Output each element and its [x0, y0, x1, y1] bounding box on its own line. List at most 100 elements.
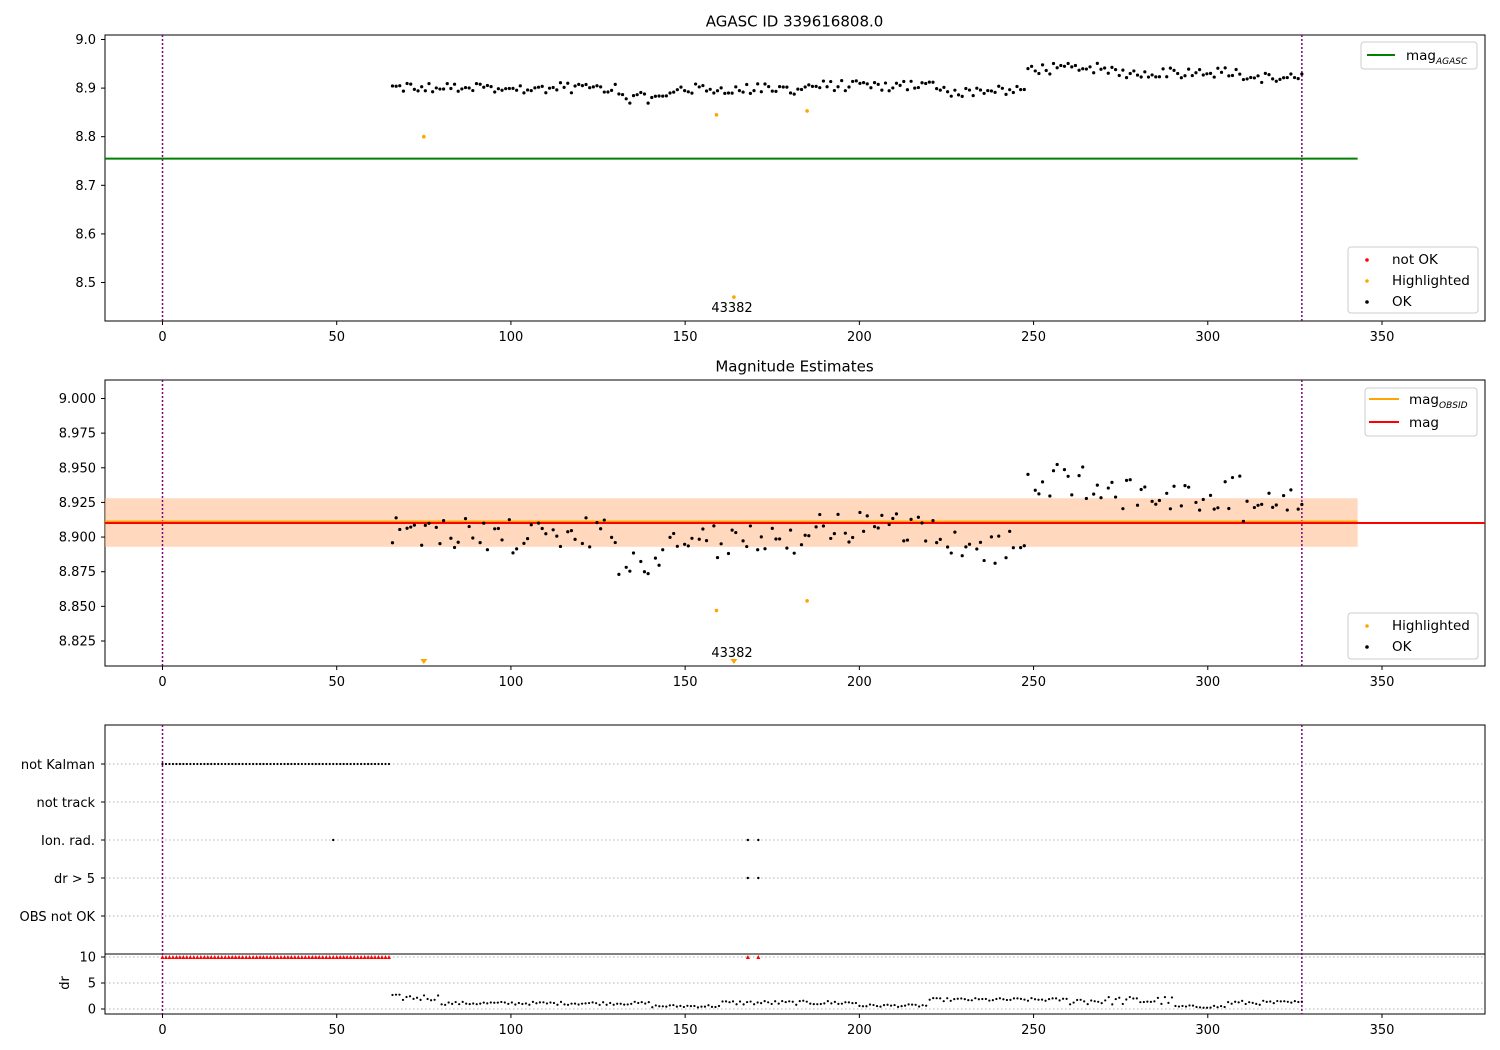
ok-point [792, 551, 796, 555]
panel-magnitude-estimates: Magnitude Estimates 0 50 100 150 200 250 300 35… [59, 358, 1486, 690]
ok-point [799, 543, 804, 547]
ok-point [1292, 75, 1297, 80]
ok-point [931, 518, 935, 523]
flag-point-not-kalman [272, 762, 276, 766]
dr-point [1230, 1002, 1233, 1005]
dr-point [623, 1003, 626, 1006]
dr-point [1216, 1006, 1219, 1009]
y-tick-label: 8.875 [59, 565, 96, 580]
ok-point [1216, 506, 1220, 510]
dr-point [868, 1003, 872, 1006]
dr-clipped-marker [745, 955, 750, 959]
ok-point [1146, 75, 1151, 79]
dr-point [510, 1001, 513, 1004]
dr-point [398, 993, 401, 996]
ok-point [679, 85, 683, 89]
ok-point [511, 551, 515, 555]
ok-point [836, 85, 840, 89]
dr-clipped-marker [348, 955, 353, 959]
dr-point [633, 1000, 636, 1003]
dr-point [1072, 1001, 1075, 1004]
ok-point [624, 97, 628, 101]
ok-point [1161, 67, 1165, 71]
ok-point [584, 82, 588, 87]
dr-point [1100, 1001, 1103, 1005]
dr-point [475, 1003, 478, 1006]
panel1-frame [104, 34, 1486, 322]
ok-point [1121, 68, 1125, 72]
panel1-line-legend-box [1360, 41, 1478, 70]
panel3-dr-ylabel: dr [58, 976, 73, 990]
dr-clipped-marker [338, 955, 343, 959]
dr-point [826, 1000, 829, 1003]
ok-point [916, 85, 920, 90]
dr-point [507, 1002, 510, 1005]
dr-point [939, 997, 942, 1000]
dr-point [668, 1004, 671, 1007]
dr-clipped-marker [369, 955, 374, 959]
panel-flags: not Kalman not track Ion. rad. dr > 5 OBS no… [20, 724, 1486, 1038]
dr-clipped-marker [317, 955, 322, 959]
dr-point [552, 1001, 556, 1005]
dr-point [1251, 1001, 1254, 1004]
dr-point [1220, 1004, 1223, 1008]
dr-clipped-marker [355, 955, 360, 959]
dr-clipped-marker [386, 955, 391, 959]
ok-point [405, 81, 409, 86]
dr-point [549, 1001, 552, 1004]
ok-point [555, 534, 559, 538]
ok-point [898, 83, 902, 87]
dr-point [679, 1004, 682, 1007]
dr-point [1209, 1006, 1212, 1009]
dr-clipped-marker [261, 955, 266, 959]
ok-point [894, 81, 899, 85]
ok-point [1285, 75, 1289, 80]
flag-point-not-kalman [199, 762, 202, 766]
ok-point [916, 515, 920, 519]
ok-point [894, 512, 899, 516]
dr-point [535, 1002, 538, 1005]
flag-point-not-kalman [171, 762, 175, 766]
dr-point [1174, 1004, 1177, 1008]
ok-point [1113, 495, 1118, 499]
flag-point-not-kalman [384, 762, 387, 766]
ok-point [1157, 75, 1162, 79]
offscale-marker [730, 659, 738, 664]
flag-row-label: not Kalman [21, 758, 95, 773]
flag-point-not-kalman [283, 762, 286, 766]
ok-point [631, 93, 636, 98]
ok-point [1194, 71, 1198, 75]
ok-point [997, 84, 1001, 88]
dr-point [559, 1000, 563, 1004]
flag-point-not-kalman [192, 762, 195, 766]
dr-clipped-marker [160, 955, 165, 959]
ok-point [690, 91, 694, 95]
ok-point [1157, 498, 1162, 503]
ok-point [847, 85, 851, 89]
dr-point [784, 1000, 787, 1004]
flag-point-not-kalman [245, 762, 248, 766]
dr-point [1184, 1005, 1188, 1008]
ok-point [1081, 465, 1085, 469]
ok-point [427, 82, 431, 86]
dr-point [524, 1002, 527, 1005]
flag-point-not-kalman [276, 762, 279, 766]
ok-point [1143, 70, 1147, 74]
dr-clipped-marker [237, 955, 242, 959]
ok-point [416, 89, 420, 93]
ok-point [569, 529, 574, 533]
ok-point [1037, 71, 1041, 76]
ok-point [807, 83, 811, 87]
ok-point [639, 90, 643, 95]
ok-point [931, 80, 935, 84]
dr-point [1065, 997, 1068, 1000]
ok-point [675, 88, 679, 92]
dr-point [672, 1003, 675, 1007]
dr-clipped-marker [756, 955, 761, 959]
ok-point [726, 91, 731, 95]
flag-point-not-kalman [213, 762, 216, 766]
ok-point [1062, 468, 1067, 472]
ok-point [920, 81, 924, 85]
ok-point [398, 527, 402, 532]
ok-point [993, 90, 997, 94]
